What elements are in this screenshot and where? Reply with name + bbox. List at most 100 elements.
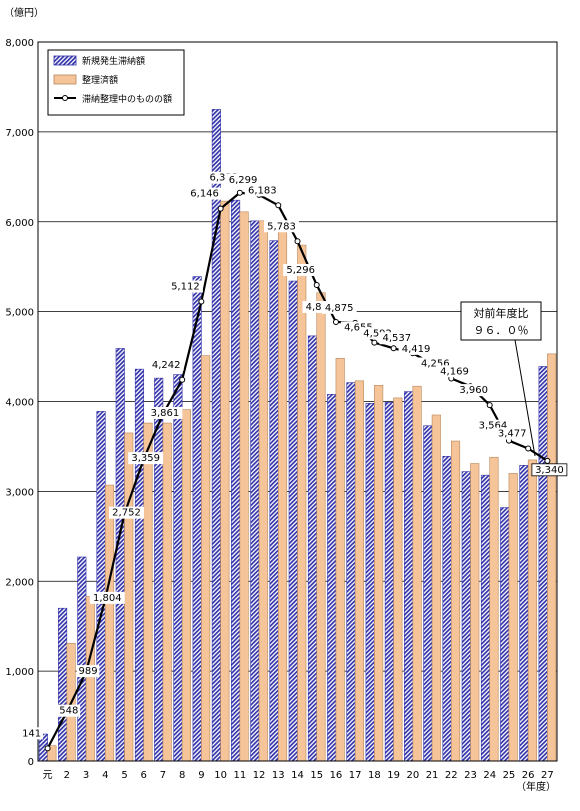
value-label: 6,323 bbox=[210, 173, 239, 184]
y-axis-unit: （億円） bbox=[4, 6, 44, 19]
value-label: 4,419 bbox=[402, 344, 431, 355]
stock-line-marker bbox=[332, 318, 339, 325]
value-label: 3,477 bbox=[498, 429, 527, 440]
bar-settled bbox=[220, 200, 230, 762]
stock-line-marker bbox=[390, 345, 397, 352]
value-label: 2,752 bbox=[112, 508, 141, 519]
bar-new-arrears bbox=[154, 377, 164, 762]
stock-line-marker bbox=[179, 376, 186, 383]
bar-new-arrears bbox=[480, 474, 491, 762]
value-label-bg bbox=[76, 665, 100, 678]
legend-swatch-new-arrears bbox=[53, 55, 77, 66]
bar-settled bbox=[527, 459, 537, 762]
stock-line-marker bbox=[294, 238, 301, 245]
bar-new-arrears bbox=[365, 402, 375, 762]
legend-swatch-settled bbox=[53, 74, 77, 85]
x-tick-label: 23 bbox=[464, 770, 477, 781]
bar-new-arrears bbox=[327, 394, 337, 762]
value-label: 3,340 bbox=[535, 465, 564, 476]
x-tick-label: 5 bbox=[121, 770, 127, 781]
bar-new-arrears bbox=[519, 465, 529, 762]
value-label: 548 bbox=[59, 706, 78, 717]
stock-line-marker bbox=[198, 298, 205, 305]
value-label: 4,592 bbox=[363, 328, 392, 339]
x-tick-label: 9 bbox=[198, 770, 204, 781]
bar-settled bbox=[412, 385, 422, 762]
value-label: 5,296 bbox=[286, 265, 315, 276]
y-tick-label: 6,000 bbox=[5, 218, 34, 229]
value-label-bg bbox=[167, 280, 203, 293]
value-labels: 141 548 989 1,804 2,752 3,359 3,861 4,242 5,112 6… bbox=[20, 171, 568, 740]
bar-settled bbox=[374, 385, 384, 762]
bar-settled bbox=[181, 409, 191, 762]
value-label: 141 bbox=[22, 728, 41, 739]
value-label-bg bbox=[379, 332, 415, 345]
x-tick-label: 22 bbox=[445, 770, 458, 781]
value-label-bg bbox=[89, 591, 125, 604]
bar-settled bbox=[547, 353, 557, 762]
bar-new-arrears bbox=[538, 366, 548, 762]
value-label: 6,299 bbox=[229, 175, 258, 186]
value-label: 3,960 bbox=[459, 385, 488, 396]
bar-new-arrears bbox=[192, 276, 202, 762]
bar-new-arrears bbox=[384, 402, 394, 762]
legend-label-settled: 整理済額 bbox=[82, 74, 118, 86]
x-tick-label: 元 bbox=[43, 770, 53, 781]
value-label-bg bbox=[531, 463, 568, 477]
x-tick-label: 7 bbox=[160, 770, 166, 781]
bar-new-arrears bbox=[288, 280, 298, 762]
bar-settled bbox=[431, 414, 441, 762]
bar-new-arrears bbox=[307, 335, 318, 762]
bar-settled bbox=[508, 473, 518, 762]
legend-label-new-arrears: 新規発生滞納額 bbox=[82, 55, 145, 67]
bar-settled bbox=[143, 422, 153, 762]
bar-new-arrears bbox=[134, 368, 145, 762]
value-label-bg bbox=[283, 264, 319, 277]
value-label-bg bbox=[494, 427, 530, 440]
bar-new-arrears bbox=[461, 471, 471, 762]
x-tick-label: 27 bbox=[541, 770, 554, 781]
x-tick-label: 2 bbox=[64, 770, 70, 781]
bar-settled bbox=[297, 244, 307, 762]
bar-settled bbox=[239, 211, 249, 762]
value-label: 3,861 bbox=[151, 408, 180, 419]
legend-label-stock: 滞納整理中のものの額 bbox=[82, 93, 172, 105]
value-label: 5,112 bbox=[171, 282, 200, 293]
value-label-bg bbox=[20, 727, 43, 740]
callout-line1: 対前年度比 bbox=[474, 306, 529, 320]
bar-new-arrears bbox=[231, 199, 241, 762]
y-tick-label: 1,000 bbox=[5, 667, 34, 678]
callout-leader bbox=[514, 339, 536, 457]
x-tick-label: 24 bbox=[483, 770, 496, 781]
bar-new-arrears bbox=[250, 220, 260, 762]
bar-settled bbox=[258, 220, 268, 762]
value-label-bg bbox=[109, 506, 144, 519]
value-label-bg bbox=[398, 342, 434, 355]
value-label-bg bbox=[57, 704, 81, 717]
x-tick-label: 18 bbox=[368, 770, 381, 781]
value-label-bg bbox=[244, 184, 280, 197]
bar-settled bbox=[335, 358, 345, 762]
x-tick-label: 4 bbox=[102, 770, 108, 781]
bar-settled bbox=[124, 432, 134, 762]
value-label-bg bbox=[147, 406, 183, 419]
value-label: 989 bbox=[79, 666, 98, 677]
x-tick-label: 19 bbox=[387, 770, 400, 781]
value-label-bg bbox=[128, 452, 164, 465]
x-tick-label: 3 bbox=[83, 770, 89, 781]
stock-line-marker bbox=[371, 339, 378, 346]
legend-swatch-marker bbox=[62, 95, 68, 101]
value-label-bg bbox=[264, 220, 299, 233]
value-label: 1,804 bbox=[93, 593, 122, 604]
value-label-bg bbox=[437, 365, 472, 378]
x-tick-label: 25 bbox=[503, 770, 516, 781]
bar-settled bbox=[277, 230, 288, 762]
callout-line2: ９６．０％ bbox=[474, 324, 529, 337]
value-label: 4,242 bbox=[152, 360, 181, 371]
bar-new-arrears bbox=[96, 411, 106, 762]
x-tick-label: 6 bbox=[141, 770, 147, 781]
x-tick-label: 10 bbox=[214, 770, 227, 781]
y-tick-label: 4,000 bbox=[5, 398, 34, 409]
bar-new-arrears bbox=[500, 507, 510, 762]
bar-new-arrears bbox=[346, 382, 356, 762]
